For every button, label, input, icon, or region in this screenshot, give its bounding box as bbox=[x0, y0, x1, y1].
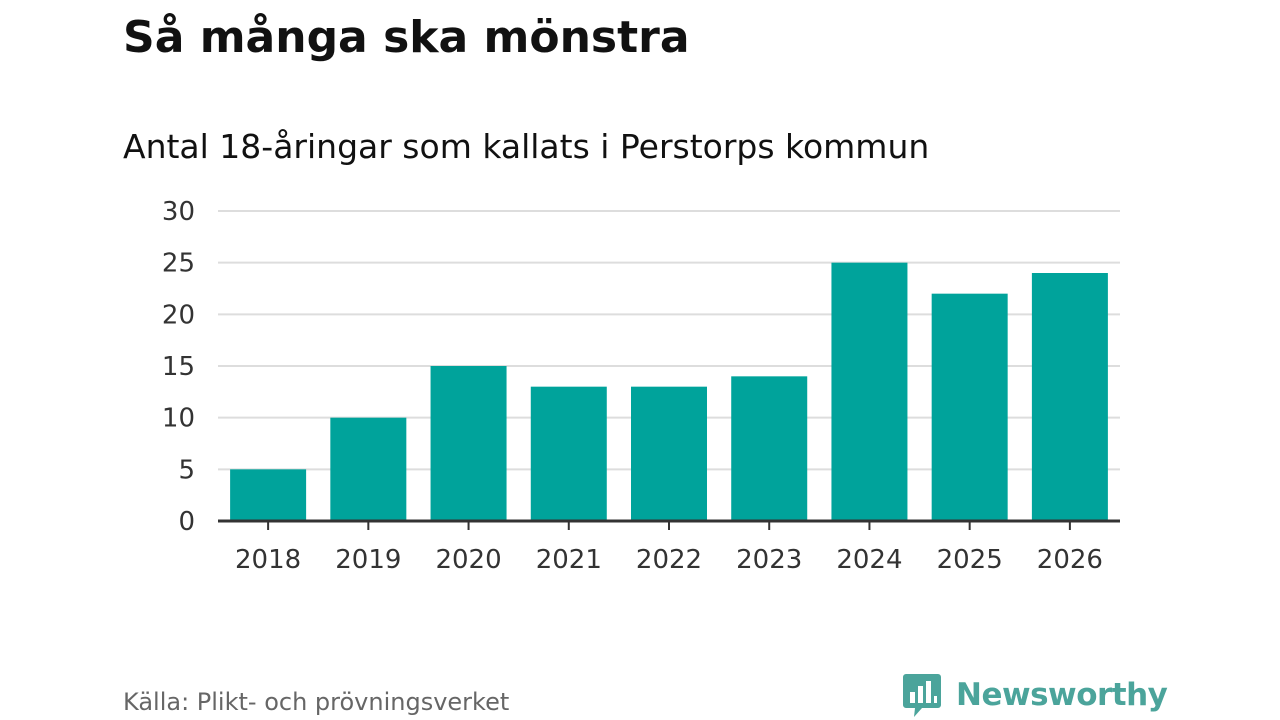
y-tick-label: 10 bbox=[162, 404, 195, 434]
bar-2024 bbox=[831, 262, 908, 521]
brand: Newsworthy bbox=[902, 672, 1168, 718]
newsworthy-logo-icon bbox=[903, 674, 941, 717]
y-tick-label: 20 bbox=[162, 300, 195, 330]
x-tick-label: 2025 bbox=[937, 545, 1003, 575]
y-tick-label: 15 bbox=[162, 352, 195, 382]
x-tick-label: 2019 bbox=[335, 545, 401, 575]
x-tick-label: 2021 bbox=[536, 545, 602, 575]
chart-title: Så många ska mönstra bbox=[123, 12, 690, 63]
x-tick-label: 2023 bbox=[736, 545, 802, 575]
bar-2020 bbox=[430, 366, 507, 521]
bar-2026 bbox=[1031, 273, 1108, 521]
y-tick-label: 0 bbox=[178, 507, 195, 537]
y-tick-label: 25 bbox=[162, 249, 195, 279]
x-tick-label: 2022 bbox=[636, 545, 702, 575]
x-tick-label: 2020 bbox=[435, 545, 501, 575]
x-tick-label: 2026 bbox=[1037, 545, 1103, 575]
bar-2019 bbox=[330, 417, 407, 521]
brand-name: Newsworthy bbox=[956, 677, 1168, 713]
bar-2018 bbox=[230, 469, 307, 521]
y-tick-label: 5 bbox=[178, 455, 195, 485]
bars bbox=[230, 262, 1108, 521]
bar-2021 bbox=[530, 386, 607, 521]
y-tick-label: 30 bbox=[162, 197, 195, 227]
x-axis bbox=[218, 519, 1120, 530]
chart-subtitle: Antal 18-åringar som kallats i Perstorps… bbox=[123, 127, 930, 166]
x-tick-label: 2024 bbox=[836, 545, 902, 575]
bar-2022 bbox=[631, 386, 707, 521]
x-tick-label: 2018 bbox=[235, 545, 301, 575]
source-note: Källa: Plikt- och prövningsverket bbox=[123, 688, 510, 716]
bar-2025 bbox=[931, 293, 1008, 521]
bar-2023 bbox=[731, 376, 808, 521]
